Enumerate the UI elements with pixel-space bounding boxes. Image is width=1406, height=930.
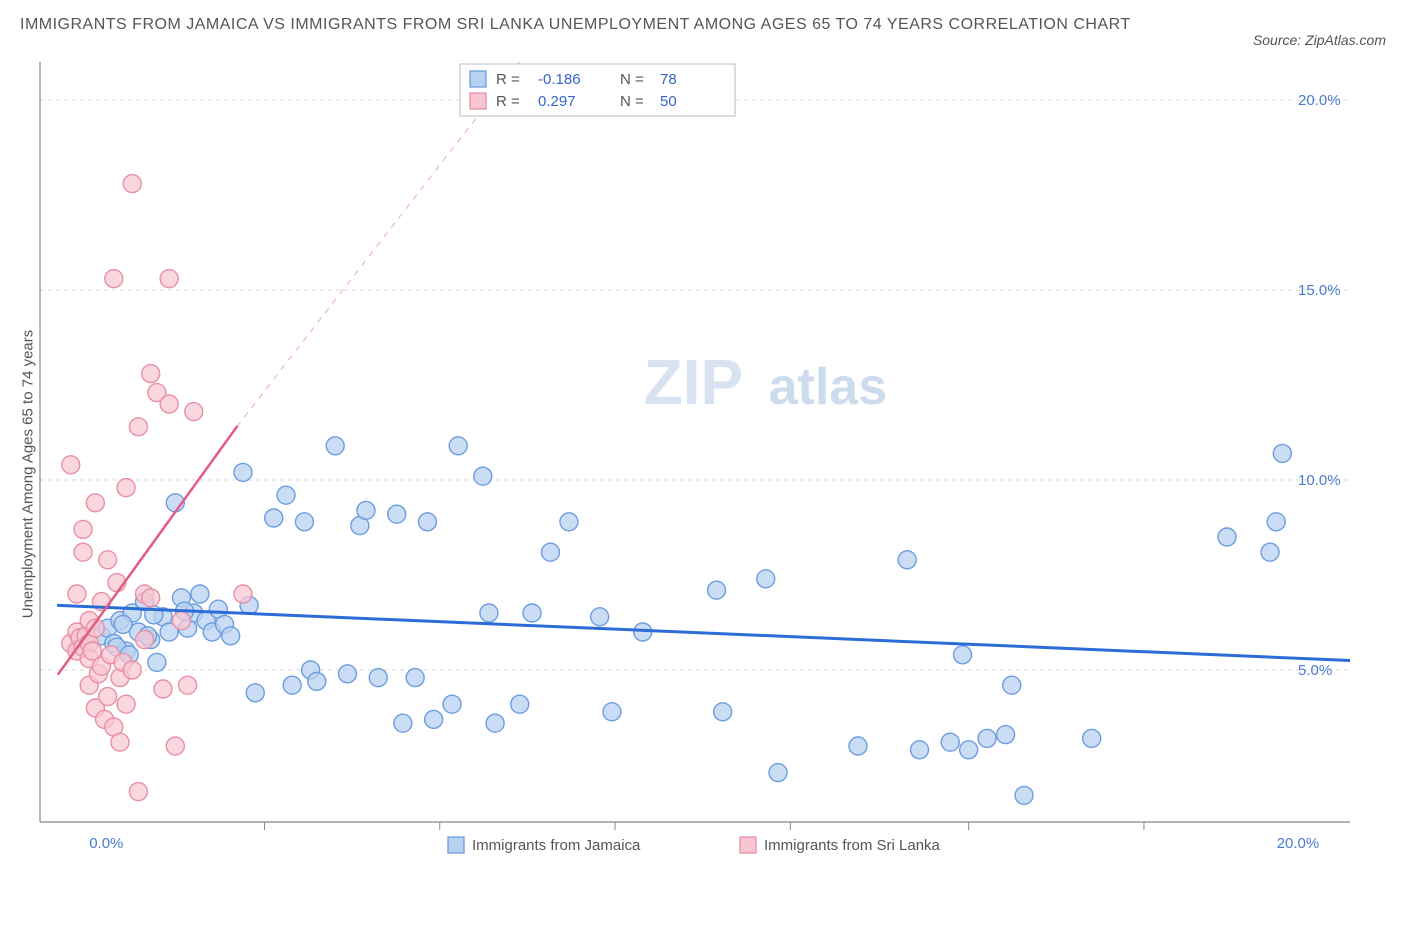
scatter-series: [93, 437, 1292, 805]
y-axis-label: Unemployment Among Ages 65 to 74 years: [20, 330, 37, 619]
svg-text:N =: N =: [620, 71, 644, 88]
regression-line: [58, 605, 1350, 660]
y-tick-label: 20.0%: [1298, 92, 1341, 109]
x-tick-label: 0.0%: [89, 835, 123, 852]
y-tick-label: 5.0%: [1298, 662, 1332, 679]
svg-text:78: 78: [660, 71, 677, 88]
chart-container: Unemployment Among Ages 65 to 74 years Z…: [20, 52, 1386, 896]
correlation-scatter-chart: ZIP atlas 0.0% 20.0% 5.0% 10.0% 15.0% 20.0% R = -…: [20, 52, 1350, 896]
svg-text:ZIP: ZIP: [644, 346, 744, 418]
svg-text:-0.186: -0.186: [538, 71, 581, 88]
stats-box: R = -0.186 N = 78 R = 0.297 N = 50: [460, 64, 735, 116]
legend-item: Immigrants from Sri Lanka: [740, 837, 941, 854]
svg-text:Immigrants from Sri Lanka: Immigrants from Sri Lanka: [764, 837, 941, 854]
svg-text:0.297: 0.297: [538, 93, 576, 110]
scatter-series: [62, 175, 252, 801]
svg-text:50: 50: [660, 93, 677, 110]
y-tick-label: 15.0%: [1298, 282, 1341, 299]
svg-text:Immigrants from Jamaica: Immigrants from Jamaica: [472, 837, 641, 854]
x-tick-label: 20.0%: [1277, 835, 1320, 852]
chart-title: IMMIGRANTS FROM JAMAICA VS IMMIGRANTS FR…: [20, 12, 1131, 38]
y-tick-label: 10.0%: [1298, 472, 1341, 489]
svg-text:N =: N =: [620, 93, 644, 110]
svg-text:R =: R =: [496, 93, 520, 110]
svg-text:atlas: atlas: [769, 358, 888, 416]
source-credit: Source: ZipAtlas.com: [1253, 32, 1386, 48]
svg-text:R =: R =: [496, 71, 520, 88]
watermark: ZIP atlas: [644, 346, 888, 418]
header-row: IMMIGRANTS FROM JAMAICA VS IMMIGRANTS FR…: [20, 12, 1386, 48]
legend-item: Immigrants from Jamaica: [448, 837, 641, 854]
